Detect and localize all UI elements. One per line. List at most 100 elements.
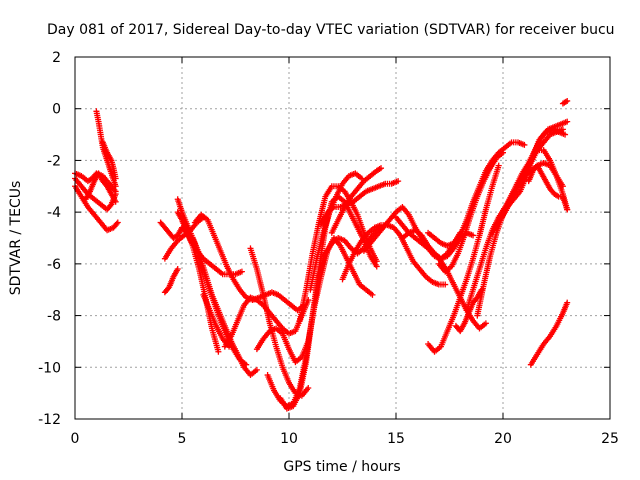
data-point xyxy=(564,118,571,125)
x-tick-label: 20 xyxy=(494,431,512,447)
plus-marker xyxy=(112,188,119,195)
y-tick-label: -8 xyxy=(47,309,61,325)
plus-marker xyxy=(112,198,119,205)
series-18 xyxy=(247,245,312,399)
data-point xyxy=(540,133,552,146)
data-point xyxy=(418,232,431,248)
data-point xyxy=(380,218,392,231)
data-point xyxy=(444,268,456,286)
data-point xyxy=(335,205,347,223)
plus-marker xyxy=(369,291,376,298)
data-point xyxy=(166,275,176,291)
plus-marker xyxy=(114,219,121,226)
data-point xyxy=(112,183,119,190)
data-point xyxy=(431,235,443,245)
data-point xyxy=(108,191,118,204)
data-point xyxy=(292,355,304,366)
series-13 xyxy=(189,235,260,379)
data-point xyxy=(547,157,559,178)
data-point xyxy=(112,175,119,182)
data-point xyxy=(500,149,506,156)
data-point xyxy=(189,235,202,255)
data-point xyxy=(525,169,536,185)
data-point xyxy=(373,263,380,270)
series-24 xyxy=(328,165,385,236)
data-point xyxy=(99,178,110,188)
data-point xyxy=(354,179,366,192)
y-tick-label: -10 xyxy=(38,360,61,376)
data-point xyxy=(360,241,373,254)
plus-marker xyxy=(253,366,260,373)
data-point xyxy=(223,263,236,281)
plus-marker xyxy=(113,220,120,227)
data-point xyxy=(470,232,477,239)
data-point xyxy=(514,172,527,190)
data-point xyxy=(395,178,402,185)
plus-marker xyxy=(215,348,222,355)
data-point xyxy=(367,169,379,179)
data-point xyxy=(493,150,505,161)
data-point xyxy=(279,364,292,384)
x-tick-label: 10 xyxy=(280,431,298,447)
data-point xyxy=(215,348,222,355)
y-tick-label: -4 xyxy=(47,205,61,221)
data-point xyxy=(324,205,336,216)
data-point xyxy=(455,234,467,257)
data-point xyxy=(480,167,493,185)
data-point xyxy=(350,194,362,205)
data-point xyxy=(510,190,522,203)
data-point xyxy=(431,344,443,355)
data-point xyxy=(542,178,553,191)
data-point xyxy=(474,283,487,319)
data-point xyxy=(260,291,273,325)
data-point xyxy=(390,224,402,237)
data-point xyxy=(356,189,368,200)
data-point xyxy=(238,268,245,275)
plus-marker xyxy=(442,281,449,288)
data-point xyxy=(356,281,368,292)
data-series xyxy=(72,97,571,412)
data-point xyxy=(247,245,260,270)
data-point xyxy=(465,301,476,316)
data-point xyxy=(215,307,227,327)
data-point xyxy=(553,172,566,196)
data-point xyxy=(527,353,540,368)
data-point xyxy=(360,174,372,185)
data-point xyxy=(99,139,110,154)
data-point xyxy=(161,285,172,296)
data-point xyxy=(322,241,334,257)
plus-marker xyxy=(564,299,571,306)
data-point xyxy=(450,296,463,319)
data-point xyxy=(322,185,334,200)
data-point xyxy=(373,258,380,265)
data-point xyxy=(170,267,180,280)
series-20 xyxy=(277,193,380,412)
data-point xyxy=(467,195,480,218)
series-31 xyxy=(435,149,506,275)
data-point xyxy=(236,286,248,299)
data-point xyxy=(482,185,495,213)
plus-marker xyxy=(112,183,119,190)
data-point xyxy=(559,301,570,316)
data-point xyxy=(290,391,302,410)
data-point xyxy=(476,321,488,332)
data-point xyxy=(367,233,379,247)
data-point xyxy=(489,164,502,190)
data-point xyxy=(457,321,467,335)
data-point xyxy=(450,233,462,247)
series-22 xyxy=(307,170,365,293)
data-point xyxy=(104,183,114,196)
data-point xyxy=(536,130,548,143)
data-point xyxy=(412,235,424,245)
data-point xyxy=(200,255,212,266)
data-point xyxy=(403,245,416,263)
data-point xyxy=(476,247,489,273)
x-tick-label: 5 xyxy=(178,431,187,447)
series-6 xyxy=(99,139,119,182)
x-tick-label: 15 xyxy=(387,431,405,447)
x-axis-label: GPS time / hours xyxy=(283,459,400,475)
y-tick-label: 0 xyxy=(52,102,61,118)
data-point xyxy=(564,299,571,306)
data-point xyxy=(487,231,499,260)
plot-frame xyxy=(74,56,611,420)
